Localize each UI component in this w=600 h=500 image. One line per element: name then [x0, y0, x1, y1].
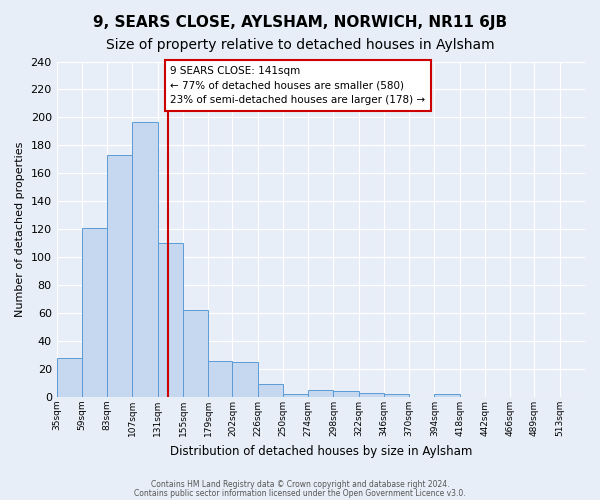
Text: 9, SEARS CLOSE, AYLSHAM, NORWICH, NR11 6JB: 9, SEARS CLOSE, AYLSHAM, NORWICH, NR11 6… — [93, 15, 507, 30]
Text: 9 SEARS CLOSE: 141sqm
← 77% of detached houses are smaller (580)
23% of semi-det: 9 SEARS CLOSE: 141sqm ← 77% of detached … — [170, 66, 425, 106]
Bar — [232, 362, 257, 397]
Bar — [283, 394, 308, 397]
Bar — [107, 155, 133, 397]
Y-axis label: Number of detached properties: Number of detached properties — [15, 142, 25, 317]
Bar — [384, 394, 409, 397]
Text: Contains public sector information licensed under the Open Government Licence v3: Contains public sector information licen… — [134, 488, 466, 498]
Text: Size of property relative to detached houses in Aylsham: Size of property relative to detached ho… — [106, 38, 494, 52]
Bar — [308, 390, 334, 397]
Bar — [257, 384, 283, 397]
Bar — [334, 392, 359, 397]
X-axis label: Distribution of detached houses by size in Aylsham: Distribution of detached houses by size … — [170, 444, 472, 458]
Bar — [82, 228, 107, 397]
Bar — [133, 122, 158, 397]
Bar — [434, 394, 460, 397]
Bar — [359, 393, 384, 397]
Bar — [158, 243, 183, 397]
Text: Contains HM Land Registry data © Crown copyright and database right 2024.: Contains HM Land Registry data © Crown c… — [151, 480, 449, 489]
Bar — [208, 360, 232, 397]
Bar — [56, 358, 82, 397]
Bar — [183, 310, 208, 397]
